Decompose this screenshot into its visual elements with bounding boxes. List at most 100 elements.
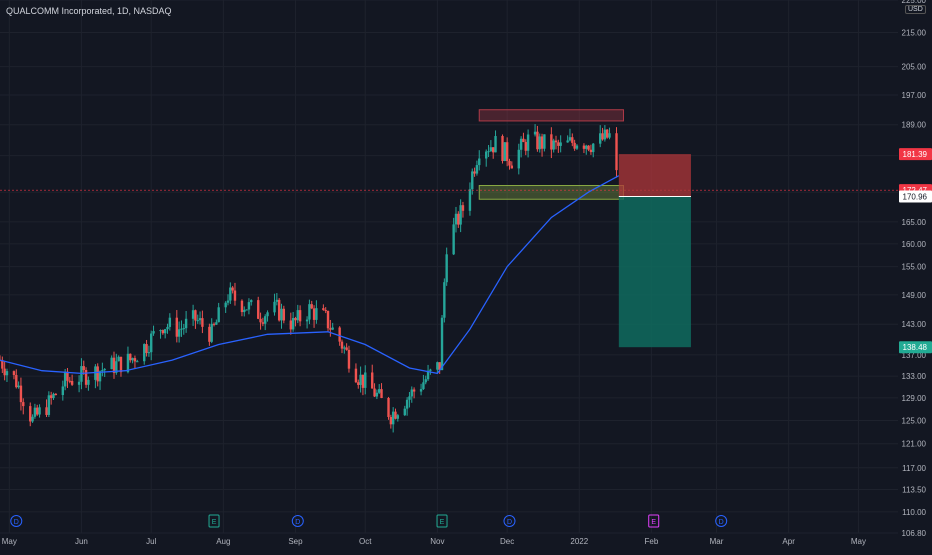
candle-body bbox=[257, 300, 260, 319]
candle-body bbox=[166, 326, 169, 330]
candle-body bbox=[147, 352, 151, 354]
candle-body bbox=[212, 323, 216, 325]
candle-body bbox=[536, 131, 539, 150]
candle-body bbox=[371, 372, 374, 389]
candle-body bbox=[82, 366, 85, 371]
candle-body bbox=[61, 386, 65, 396]
candle-body bbox=[215, 322, 218, 325]
candle-body bbox=[191, 310, 195, 319]
price-label: 138.48 bbox=[903, 343, 928, 352]
candle-body bbox=[194, 310, 197, 321]
candle-body bbox=[361, 374, 365, 388]
candle-body bbox=[522, 138, 525, 143]
candle-body bbox=[461, 205, 465, 211]
candle-body bbox=[1, 360, 4, 369]
candle-body bbox=[585, 145, 588, 149]
candle-body bbox=[184, 318, 188, 329]
candle-body bbox=[436, 362, 439, 370]
candle-body bbox=[445, 254, 448, 283]
candle-body bbox=[22, 402, 25, 407]
candle-body bbox=[526, 134, 530, 151]
candle-body bbox=[310, 304, 313, 309]
candle-body bbox=[70, 380, 74, 385]
candle-body bbox=[131, 358, 134, 361]
event-marker-label: D bbox=[719, 519, 724, 526]
y-tick-label: 225.00 bbox=[902, 0, 927, 5]
candle-body bbox=[419, 389, 423, 392]
support-zone bbox=[478, 185, 624, 200]
candle-body bbox=[33, 407, 37, 417]
earnings-marker bbox=[648, 514, 660, 528]
candle-body bbox=[17, 385, 20, 388]
candle-body bbox=[478, 158, 481, 166]
candle-body bbox=[340, 341, 344, 349]
candle-body bbox=[557, 142, 560, 146]
candle-body bbox=[575, 145, 579, 149]
candle-body bbox=[308, 304, 311, 320]
candle-body bbox=[505, 142, 509, 161]
candle-body bbox=[47, 395, 51, 415]
candle-body bbox=[394, 411, 397, 419]
candle-body bbox=[380, 389, 383, 398]
candle-body bbox=[182, 328, 185, 330]
candle-body bbox=[145, 344, 148, 353]
candle-body bbox=[396, 415, 400, 419]
event-marker-label: D bbox=[295, 519, 300, 526]
candle-body bbox=[357, 382, 360, 385]
candle-body bbox=[240, 300, 244, 313]
x-tick-label: May bbox=[2, 537, 17, 546]
event-marker-label: E bbox=[651, 519, 656, 526]
earnings-marker bbox=[436, 514, 448, 528]
y-tick-label: 197.00 bbox=[902, 91, 927, 100]
candle-body bbox=[501, 136, 504, 162]
candle-body bbox=[63, 371, 67, 387]
candle-body bbox=[15, 375, 18, 388]
event-marker-label: D bbox=[14, 519, 19, 526]
y-tick-label: 143.00 bbox=[902, 320, 927, 329]
resistance-zone bbox=[478, 109, 624, 122]
candle-body bbox=[101, 370, 104, 372]
candle-body bbox=[459, 205, 462, 225]
candle-body bbox=[208, 326, 211, 342]
dividend-marker bbox=[503, 515, 516, 527]
price-label-bg bbox=[899, 190, 932, 203]
x-tick-label: Jun bbox=[75, 537, 88, 546]
price-label: 181.39 bbox=[903, 150, 928, 159]
y-tick-label: 125.00 bbox=[902, 416, 927, 425]
candle-body bbox=[354, 368, 358, 383]
y-tick-label: 133.00 bbox=[902, 372, 927, 381]
candle-body bbox=[243, 309, 246, 313]
candle-body bbox=[338, 327, 341, 342]
candle-body bbox=[277, 299, 281, 321]
dividend-marker bbox=[715, 515, 728, 527]
candle-body bbox=[36, 407, 39, 415]
currency-badge[interactable]: USD bbox=[905, 5, 926, 14]
candle-body bbox=[524, 142, 527, 151]
candle-body bbox=[233, 290, 237, 301]
candle-body bbox=[438, 362, 441, 371]
candle-body bbox=[452, 224, 455, 255]
candle-body bbox=[5, 371, 9, 376]
candle-body bbox=[347, 349, 351, 369]
candle-body bbox=[457, 213, 460, 225]
candle-body bbox=[589, 149, 593, 153]
candle-body bbox=[387, 397, 390, 417]
event-marker-label: D bbox=[507, 519, 512, 526]
candle-body bbox=[136, 361, 139, 363]
candle-body bbox=[345, 347, 348, 350]
y-tick-label: 106.80 bbox=[902, 529, 927, 538]
price-label-bg bbox=[899, 148, 932, 161]
x-tick-label: Sep bbox=[288, 537, 303, 546]
dividend-marker bbox=[10, 515, 23, 527]
candle-body bbox=[487, 151, 490, 153]
candle-body bbox=[49, 395, 53, 399]
x-tick-label: Feb bbox=[645, 537, 659, 546]
candle-body bbox=[231, 287, 234, 291]
candle-body bbox=[373, 388, 376, 397]
candle-body bbox=[84, 370, 88, 385]
y-tick-label: 149.00 bbox=[902, 291, 927, 300]
candle-body bbox=[508, 160, 511, 166]
